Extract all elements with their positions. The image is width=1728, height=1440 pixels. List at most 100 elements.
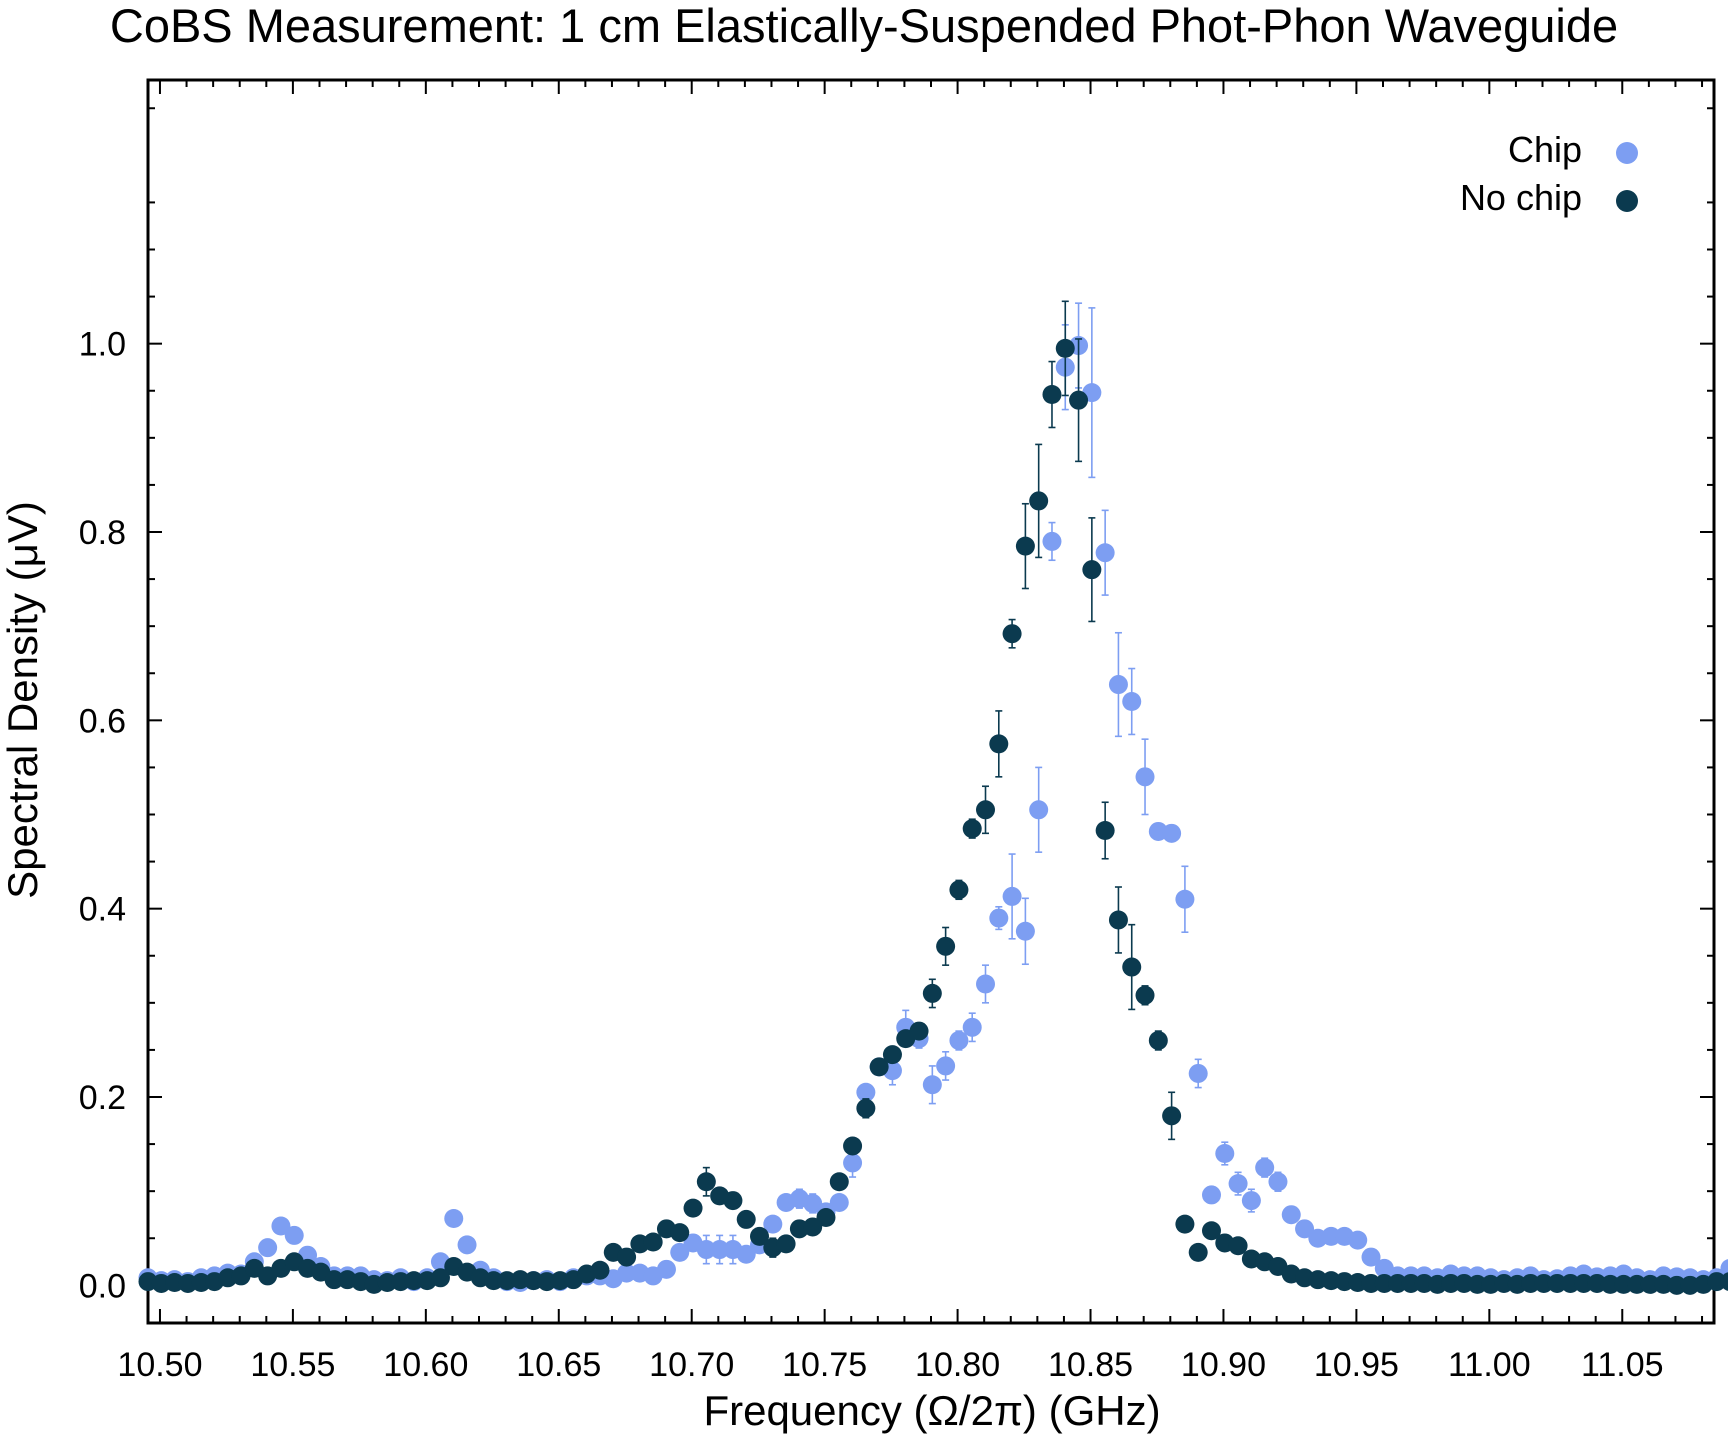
data-point-no-chip xyxy=(989,734,1009,754)
data-point-chip xyxy=(1321,1226,1341,1246)
data-point-no-chip xyxy=(869,1057,889,1077)
legend-marker-chip xyxy=(1616,142,1638,164)
data-point-chip xyxy=(1281,1205,1301,1225)
data-point-no-chip xyxy=(949,880,969,900)
data-point-no-chip xyxy=(683,1198,703,1218)
data-point-chip xyxy=(1029,800,1049,820)
x-tick-label: 10.65 xyxy=(516,1346,601,1384)
data-point-no-chip xyxy=(1135,985,1155,1005)
data-point-no-chip xyxy=(1627,1274,1647,1294)
data-point-chip xyxy=(1135,767,1155,787)
data-point-chip xyxy=(763,1214,783,1234)
data-point-chip xyxy=(976,974,996,994)
y-axis: 0.0 0.2 0.4 0.6 0.8 1.0 xyxy=(79,107,1714,1305)
y-tick-label: 0.8 xyxy=(79,514,126,552)
data-point-no-chip xyxy=(1667,1275,1687,1295)
data-point-no-chip xyxy=(643,1232,663,1252)
data-point-no-chip xyxy=(1095,821,1115,841)
data-point-no-chip xyxy=(590,1260,610,1280)
data-point-no-chip xyxy=(1707,1272,1727,1292)
data-point-chip xyxy=(1188,1063,1208,1083)
data-point-chip xyxy=(444,1208,464,1228)
data-point-chip xyxy=(936,1056,956,1076)
data-point-no-chip xyxy=(1148,1031,1168,1050)
y-tick-label: 0.6 xyxy=(79,702,126,740)
x-tick-label: 10.70 xyxy=(649,1346,734,1384)
data-point-no-chip xyxy=(1015,536,1035,556)
data-point-chip xyxy=(1268,1172,1288,1192)
plot-area xyxy=(146,78,1716,1325)
data-point-chip xyxy=(1215,1144,1235,1163)
data-point-no-chip xyxy=(1614,1274,1634,1294)
data-point-no-chip xyxy=(936,936,956,956)
data-point-chip xyxy=(1122,692,1142,711)
x-tick-label: 10.50 xyxy=(117,1346,202,1384)
data-point-no-chip xyxy=(829,1172,849,1192)
data-point-no-chip xyxy=(1467,1274,1487,1294)
x-tick-label: 10.90 xyxy=(1181,1346,1266,1384)
data-point-chip xyxy=(856,1082,876,1102)
data-point-no-chip xyxy=(1175,1214,1195,1234)
data-point-no-chip xyxy=(1600,1274,1620,1294)
x-tick-label: 11.00 xyxy=(1448,1346,1531,1384)
y-tick-label: 0.4 xyxy=(79,891,126,929)
data-point-chip xyxy=(1228,1174,1248,1194)
data-point-no-chip xyxy=(1388,1273,1408,1293)
x-axis: 10.50 10.55 10.60 10.65 10.70 10.75 10.80 10.85… xyxy=(117,80,1704,1384)
data-point-no-chip xyxy=(962,819,982,839)
data-point-chip xyxy=(696,1240,716,1260)
data-point-chip xyxy=(258,1238,278,1258)
data-point-chip xyxy=(1042,531,1062,551)
data-point-chip xyxy=(710,1240,730,1260)
data-point-no-chip xyxy=(1201,1221,1221,1241)
x-tick-label: 10.95 xyxy=(1314,1346,1399,1384)
data-point-chip xyxy=(1241,1191,1261,1211)
data-point-no-chip xyxy=(1122,957,1142,977)
data-point-chip xyxy=(670,1242,690,1262)
data-point-chip xyxy=(284,1225,304,1245)
data-point-chip xyxy=(1095,543,1115,563)
data-point-chip xyxy=(1255,1158,1275,1178)
data-point-chip xyxy=(656,1259,676,1279)
data-point-no-chip xyxy=(1361,1273,1381,1293)
data-point-no-chip xyxy=(1547,1273,1567,1293)
data-point-no-chip xyxy=(843,1136,863,1156)
data-point-no-chip xyxy=(1002,624,1022,644)
data-point-no-chip xyxy=(1534,1273,1554,1293)
y-tick-label: 1.0 xyxy=(79,326,126,364)
data-point-chip xyxy=(617,1263,637,1283)
data-point-chip xyxy=(1002,886,1022,906)
data-point-no-chip xyxy=(1082,560,1102,580)
data-point-no-chip xyxy=(750,1226,770,1246)
data-point-no-chip xyxy=(1055,338,1075,358)
data-point-no-chip xyxy=(776,1234,796,1254)
x-tick-label: 10.80 xyxy=(915,1346,1000,1384)
legend-marker-no-chip xyxy=(1616,190,1638,212)
x-tick-label: 10.85 xyxy=(1048,1346,1133,1384)
data-point-no-chip xyxy=(1042,385,1062,405)
data-point-no-chip xyxy=(976,800,996,820)
data-point-chip xyxy=(829,1192,849,1212)
data-point-no-chip xyxy=(1108,910,1128,930)
series-no-chip xyxy=(138,300,1728,1295)
data-point-chip xyxy=(922,1075,942,1095)
data-point-no-chip xyxy=(1162,1106,1182,1126)
x-tick-label: 11.05 xyxy=(1581,1346,1664,1384)
data-point-chip xyxy=(949,1031,969,1050)
data-point-no-chip xyxy=(1560,1273,1580,1293)
data-point-chip xyxy=(1348,1230,1368,1250)
data-point-no-chip xyxy=(723,1191,743,1211)
x-tick-label: 10.75 xyxy=(782,1346,867,1384)
data-point-chip xyxy=(736,1244,756,1264)
data-point-no-chip xyxy=(856,1098,876,1118)
data-point-no-chip xyxy=(1441,1273,1461,1293)
y-tick-label: 0.0 xyxy=(79,1267,126,1305)
data-point-no-chip xyxy=(430,1268,450,1288)
data-point-no-chip xyxy=(484,1271,504,1291)
data-point-chip xyxy=(1015,921,1035,941)
data-point-no-chip xyxy=(670,1223,690,1243)
data-point-no-chip xyxy=(1069,390,1089,410)
data-point-no-chip xyxy=(1640,1274,1660,1294)
data-point-no-chip xyxy=(882,1045,902,1065)
